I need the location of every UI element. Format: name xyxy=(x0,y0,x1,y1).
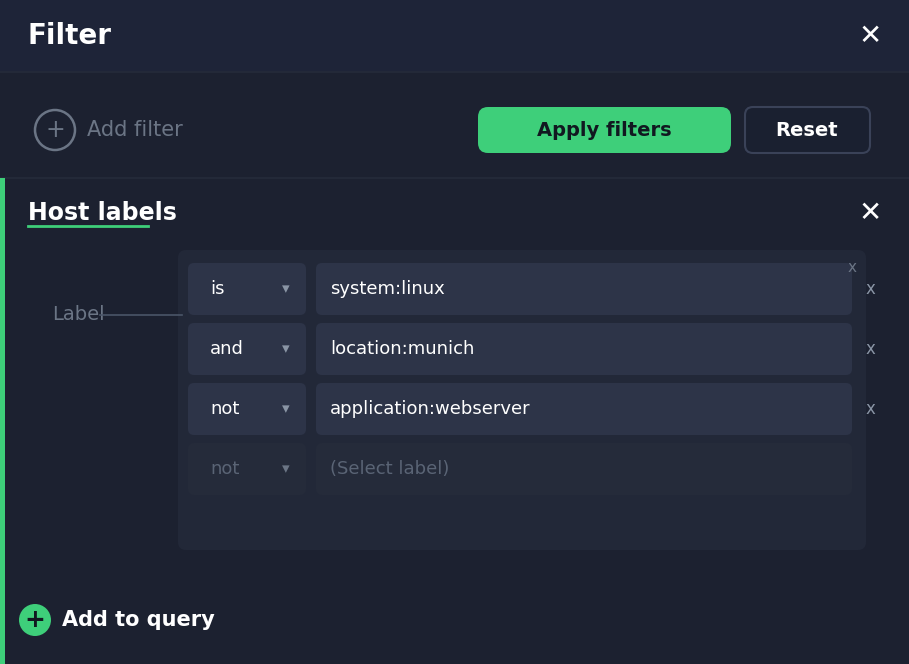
Text: x: x xyxy=(865,280,875,298)
FancyBboxPatch shape xyxy=(178,250,866,550)
FancyBboxPatch shape xyxy=(188,383,306,435)
Text: (Select label): (Select label) xyxy=(330,460,449,478)
FancyBboxPatch shape xyxy=(316,443,852,495)
Text: Apply filters: Apply filters xyxy=(536,120,672,139)
Circle shape xyxy=(19,604,51,636)
Text: x: x xyxy=(865,400,875,418)
FancyBboxPatch shape xyxy=(0,178,5,664)
Text: Label: Label xyxy=(52,305,105,325)
Text: x: x xyxy=(865,340,875,358)
FancyBboxPatch shape xyxy=(188,323,306,375)
Text: location:munich: location:munich xyxy=(330,340,474,358)
Text: is: is xyxy=(210,280,225,298)
FancyBboxPatch shape xyxy=(0,0,909,72)
Text: ▾: ▾ xyxy=(282,282,290,297)
Text: ▾: ▾ xyxy=(282,461,290,477)
FancyBboxPatch shape xyxy=(316,263,852,315)
Text: ✕: ✕ xyxy=(858,199,882,227)
FancyBboxPatch shape xyxy=(478,107,731,153)
Text: ✕: ✕ xyxy=(858,22,882,50)
Text: system:linux: system:linux xyxy=(330,280,445,298)
Text: x: x xyxy=(847,260,856,274)
Text: Filter: Filter xyxy=(28,22,112,50)
FancyBboxPatch shape xyxy=(316,323,852,375)
Text: and: and xyxy=(210,340,244,358)
Text: +: + xyxy=(45,118,65,142)
Text: Add filter: Add filter xyxy=(87,120,183,140)
FancyBboxPatch shape xyxy=(316,383,852,435)
FancyBboxPatch shape xyxy=(188,263,306,315)
Text: Add to query: Add to query xyxy=(62,610,215,630)
Text: application:webserver: application:webserver xyxy=(330,400,531,418)
Text: not: not xyxy=(210,460,239,478)
Text: not: not xyxy=(210,400,239,418)
Text: Reset: Reset xyxy=(775,120,838,139)
FancyBboxPatch shape xyxy=(188,443,306,495)
Text: ▾: ▾ xyxy=(282,341,290,357)
FancyBboxPatch shape xyxy=(745,107,870,153)
Text: +: + xyxy=(25,608,45,632)
Text: ▾: ▾ xyxy=(282,402,290,416)
Text: Host labels: Host labels xyxy=(28,201,177,225)
